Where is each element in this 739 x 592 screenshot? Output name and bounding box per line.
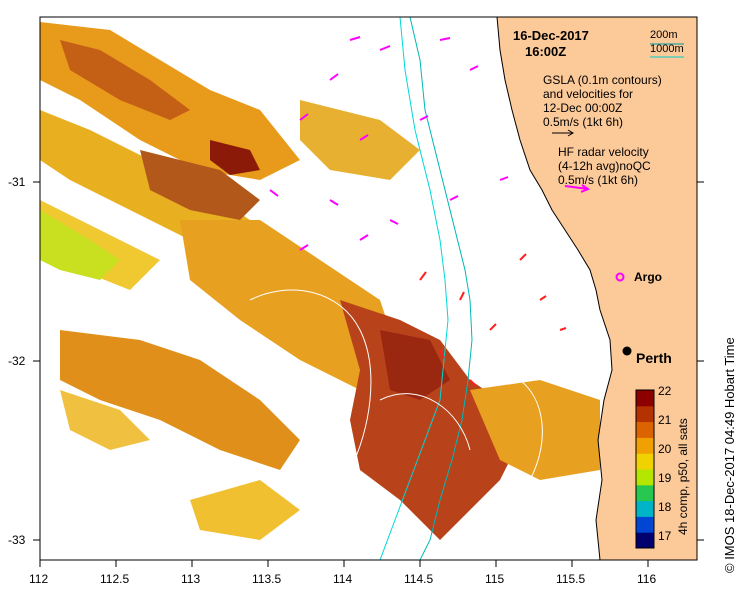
colorbar-segment [636,532,654,548]
y-tick-label: -32 [8,354,25,368]
map-time: 16:00Z [525,44,566,59]
colorbar-segment [636,422,654,438]
map-date: 16-Dec-2017 [513,28,589,43]
x-tick-label: 112.5 [100,572,129,586]
hf-arrow [500,177,508,180]
colorbar-segment [636,516,654,532]
colorbar-segment [636,437,654,453]
colorbar-title: 4h comp, p50, all sats [676,418,690,535]
hf-arrow [490,324,496,330]
hf-arrow [270,190,278,196]
legend-200m-label: 200m [650,28,678,42]
colorbar-tick: 22 [658,384,671,398]
hf-arrow [380,46,390,50]
hf-arrow [360,235,368,240]
colorbar-segment [636,453,654,469]
hf-arrow [520,254,526,260]
colorbar-tick: 19 [658,471,671,485]
colorbar-segment [636,469,654,485]
colorbar-segment [636,485,654,501]
perth-marker [623,347,632,356]
hf-arrow [390,220,398,224]
colorbar-tick: 21 [658,413,671,427]
legend-1000m-label: 1000m [650,42,684,56]
gsla-legend-line1: GSLA (0.1m contours) [543,73,662,87]
x-tick-label: 113.5 [252,572,281,586]
y-tick-label: -31 [8,175,25,189]
colorbar [636,390,654,549]
y-tick-label: -33 [8,533,25,547]
hf-arrow [350,37,360,40]
x-tick-label: 114 [333,572,352,586]
colorbar-segment [636,390,654,406]
gsla-legend-scale: 0.5m/s (1kt 6h) [543,115,623,129]
hf-arrow [420,272,426,280]
hf-legend-line1: HF radar velocity [558,145,649,159]
hf-legend-scale: 0.5m/s (1kt 6h) [558,173,638,187]
credit-text: © IMOS 18-Dec-2017 04:49 Hobart Time [722,337,737,573]
hf-arrow [470,66,478,70]
hf-arrow [330,74,338,80]
x-tick-label: 112 [29,572,48,586]
perth-label: Perth [636,350,672,366]
hf-arrow [450,196,458,200]
gsla-legend-line2: and velocities for [543,87,633,101]
colorbar-segment [636,406,654,422]
x-tick-label: 114.5 [404,572,433,586]
sst-patch [190,480,300,540]
x-tick-label: 115 [485,572,504,586]
x-tick-label: 115.5 [556,572,585,586]
colorbar-tick: 20 [658,442,671,456]
sst-patch [60,330,300,470]
hf-arrow [460,292,464,300]
hf-arrow [330,200,338,205]
colorbar-tick: 17 [658,529,671,543]
hf-arrow [540,296,546,300]
colorbar-tick: 18 [658,500,671,514]
argo-label: Argo [634,270,662,284]
x-tick-label: 113 [181,572,200,586]
hf-legend-line2: (4-12h avg)noQC [558,159,651,173]
hf-arrow [440,38,450,40]
hf-arrow [560,328,566,330]
gsla-legend-line3: 12-Dec 00:00Z [543,101,622,115]
colorbar-segment [636,501,654,517]
x-tick-label: 116 [637,572,656,586]
